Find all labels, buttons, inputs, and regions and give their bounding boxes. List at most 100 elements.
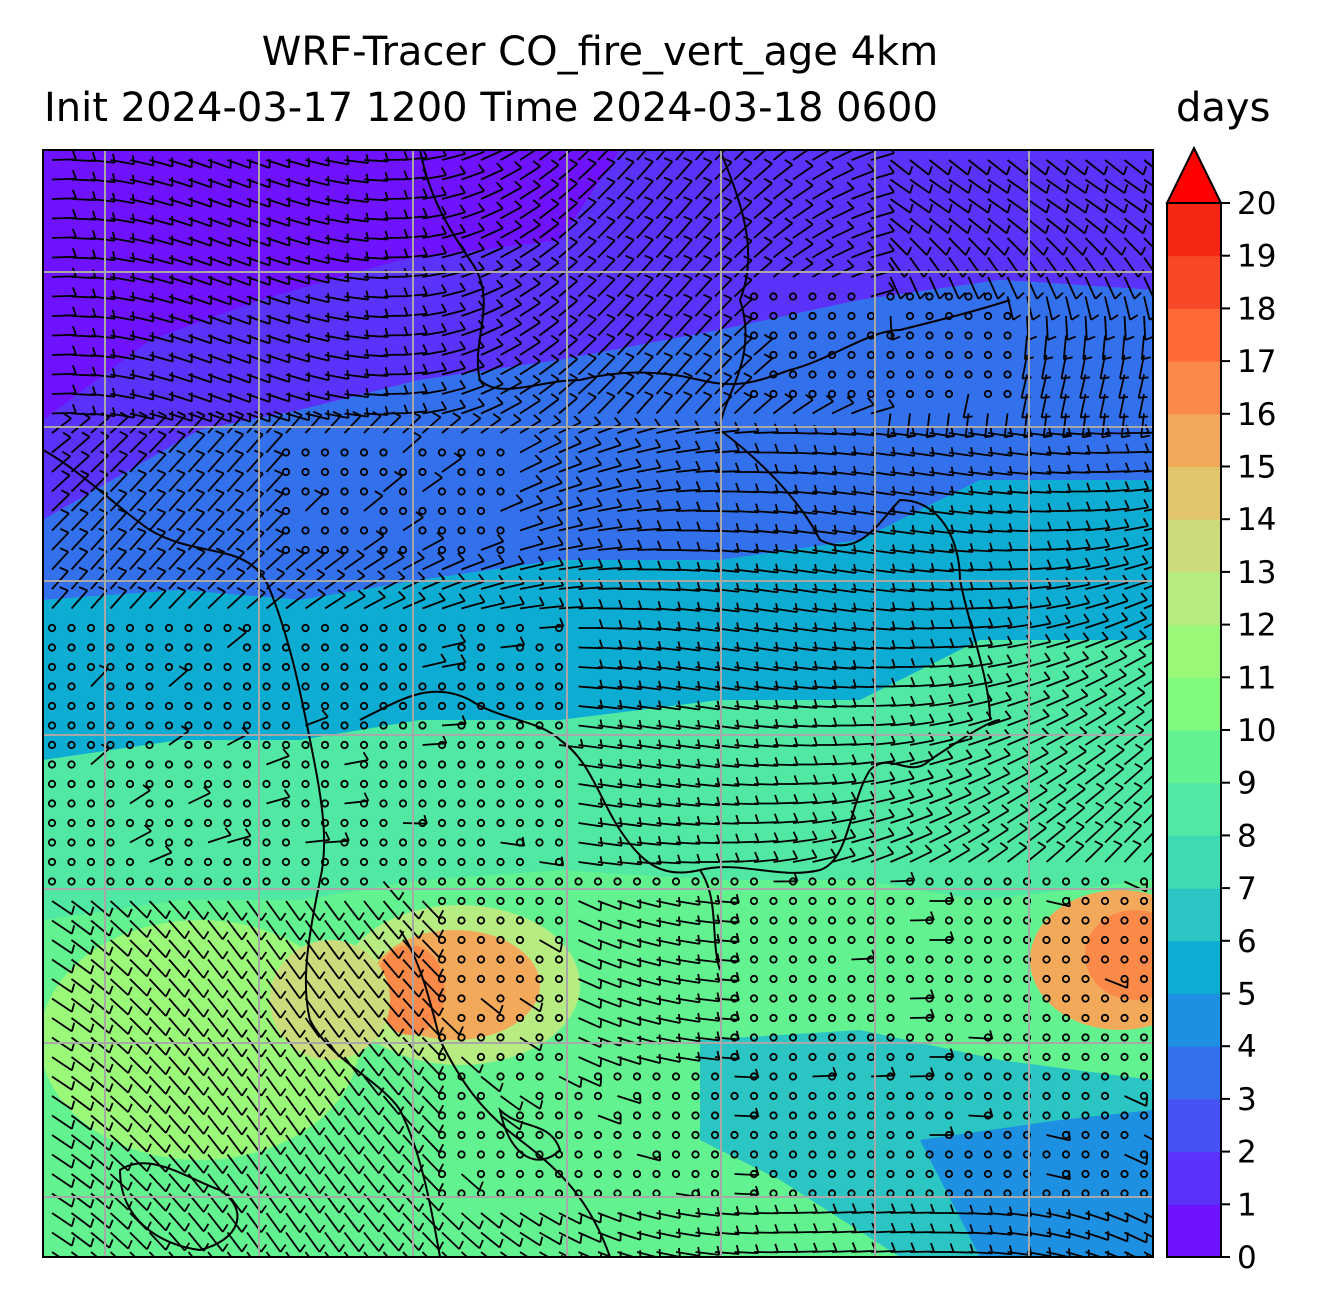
wind-barb bbox=[772, 183, 793, 200]
wind-barb bbox=[363, 198, 389, 202]
wind-barb bbox=[149, 256, 173, 265]
wind-barb-flag bbox=[635, 458, 642, 467]
wind-barb bbox=[675, 568, 701, 572]
wind-barb bbox=[655, 277, 674, 298]
wind-barb bbox=[636, 607, 662, 611]
wind-barb bbox=[734, 685, 759, 691]
calm-wind-marker bbox=[886, 292, 895, 301]
wind-barb-flag bbox=[397, 570, 406, 579]
wind-barb bbox=[441, 328, 466, 337]
wind-barb bbox=[324, 414, 342, 434]
wind-barb bbox=[1143, 622, 1153, 629]
wind-barb bbox=[987, 529, 1013, 533]
wind-barb-flag bbox=[496, 318, 504, 327]
wind-barb bbox=[616, 161, 635, 181]
wind-barb bbox=[929, 812, 952, 824]
wind-barb bbox=[285, 553, 305, 571]
wind-barb bbox=[1104, 296, 1112, 321]
wind-barb-flag bbox=[176, 430, 186, 436]
calm-wind-marker bbox=[418, 838, 427, 847]
wind-barb-flag bbox=[984, 246, 991, 256]
wind-barb bbox=[227, 295, 251, 306]
wind-barb-flag bbox=[532, 160, 541, 168]
wind-barb-flag bbox=[663, 352, 673, 358]
wind-barb bbox=[929, 588, 954, 592]
wind-barb bbox=[577, 396, 597, 415]
calm-wind-marker bbox=[47, 643, 57, 652]
calm-wind-marker bbox=[281, 467, 291, 477]
wind-barb bbox=[636, 646, 661, 651]
wind-barb bbox=[558, 565, 583, 571]
wind-barb bbox=[851, 228, 875, 239]
wind-barb-flag bbox=[312, 410, 322, 416]
calm-wind-marker bbox=[340, 643, 349, 652]
wind-barb-flag bbox=[715, 502, 721, 512]
wind-barb bbox=[1007, 490, 1032, 495]
wind-barb bbox=[149, 159, 173, 168]
wind-barb-flag bbox=[440, 186, 447, 196]
wind-barb bbox=[90, 412, 115, 418]
wind-barb-flag bbox=[966, 711, 974, 721]
calm-wind-marker bbox=[418, 760, 427, 769]
wind-barb bbox=[812, 150, 832, 161]
wind-barb-flag bbox=[131, 350, 136, 360]
wind-barb bbox=[597, 763, 622, 769]
wind-barb bbox=[772, 398, 793, 415]
wind-barb bbox=[480, 363, 504, 376]
wind-barb bbox=[266, 412, 290, 422]
wind-barb-flag bbox=[556, 495, 564, 505]
calm-wind-marker bbox=[164, 721, 174, 730]
wind-barb bbox=[675, 607, 700, 612]
wind-barb bbox=[1143, 527, 1153, 532]
wind-barb bbox=[636, 375, 654, 395]
wind-barb bbox=[266, 315, 290, 325]
wind-barb-flag bbox=[532, 374, 541, 382]
wind-barb bbox=[110, 237, 135, 244]
wind-barb-flag bbox=[794, 661, 799, 671]
wind-barb-flag bbox=[907, 807, 915, 817]
wind-barb-flag bbox=[459, 262, 466, 272]
wind-barb-flag bbox=[71, 306, 77, 316]
wind-barb-flag bbox=[396, 550, 405, 558]
wind-barb bbox=[1026, 198, 1048, 214]
wind-barb bbox=[929, 568, 954, 573]
wind-barb-flag bbox=[888, 262, 895, 271]
wind-barb bbox=[968, 755, 992, 766]
wind-barb-flag bbox=[415, 511, 424, 519]
wind-barb bbox=[1045, 256, 1062, 278]
wind-barb-flag bbox=[833, 641, 838, 651]
wind-barb bbox=[558, 260, 578, 278]
calm-wind-marker bbox=[125, 779, 135, 789]
wind-barb bbox=[187, 414, 206, 434]
wind-barb bbox=[168, 531, 186, 551]
wind-barb-flag bbox=[496, 396, 504, 405]
wind-barb-flag bbox=[1144, 424, 1150, 434]
wind-barb-flag bbox=[1133, 782, 1143, 789]
wind-barb bbox=[831, 799, 856, 805]
wind-barb bbox=[1046, 603, 1071, 610]
wind-barb bbox=[578, 484, 602, 493]
wind-barb-flag bbox=[814, 660, 818, 671]
wind-barb bbox=[1006, 276, 1019, 300]
wind-barb-flag bbox=[440, 400, 447, 410]
wind-barb bbox=[733, 240, 753, 259]
wind-barb bbox=[265, 532, 285, 551]
wind-barb bbox=[928, 159, 949, 176]
wind-barb bbox=[968, 736, 992, 746]
wind-barb bbox=[383, 597, 406, 610]
calm-wind-marker bbox=[340, 526, 349, 535]
wind-barb-flag bbox=[683, 274, 693, 280]
wind-barb bbox=[929, 471, 954, 477]
wind-barb bbox=[461, 601, 485, 610]
wind-barb-flag bbox=[1004, 710, 1012, 719]
wind-barb-flag bbox=[1065, 184, 1070, 194]
wind-barb-flag bbox=[496, 240, 504, 249]
wind-barb bbox=[948, 719, 973, 727]
wind-barb bbox=[636, 724, 661, 730]
wind-barb bbox=[987, 661, 1012, 668]
wind-barb bbox=[812, 432, 837, 436]
wind-barb bbox=[148, 434, 167, 454]
wind-barb bbox=[129, 315, 154, 323]
wind-barb bbox=[1084, 198, 1106, 214]
wind-barb bbox=[1007, 771, 1030, 785]
